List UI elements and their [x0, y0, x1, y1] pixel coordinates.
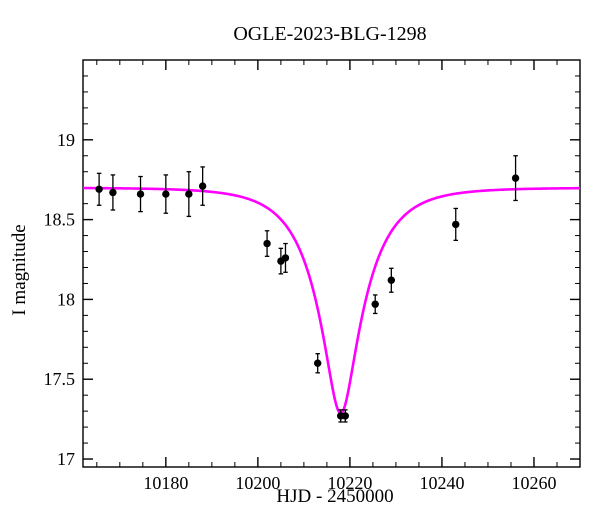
y-axis-label: I magnitude: [9, 224, 30, 315]
y-tick-label: 19: [57, 130, 75, 150]
data-point: [372, 301, 379, 308]
x-tick-label: 10180: [143, 473, 188, 493]
y-tick-label: 17: [57, 449, 75, 469]
data-point: [185, 190, 192, 197]
x-tick-label: 10200: [235, 473, 280, 493]
y-tick-label: 17.5: [44, 369, 76, 389]
y-tick-label: 18: [57, 289, 75, 309]
data-point: [342, 412, 349, 419]
plot-area: 10180 10200 10220 10240 10260 17 17.5 18 18.5 19: [44, 60, 581, 493]
data-point: [263, 240, 270, 247]
data-point: [137, 190, 144, 197]
x-tick-label: 10240: [419, 473, 464, 493]
y-tick-label: 18.5: [44, 210, 76, 230]
plot-frame: [83, 60, 580, 467]
data-point: [314, 360, 321, 367]
chart-title: OGLE-2023-BLG-1298: [233, 23, 426, 45]
data-point: [452, 221, 459, 228]
data-point: [388, 277, 395, 284]
x-tick-label: 10220: [327, 473, 372, 493]
data-point: [162, 190, 169, 197]
data-point: [95, 186, 102, 193]
data-point: [109, 189, 116, 196]
data-point: [282, 254, 289, 261]
data-point: [199, 182, 206, 189]
x-tick-label: 10260: [511, 473, 556, 493]
data-point: [512, 174, 519, 181]
